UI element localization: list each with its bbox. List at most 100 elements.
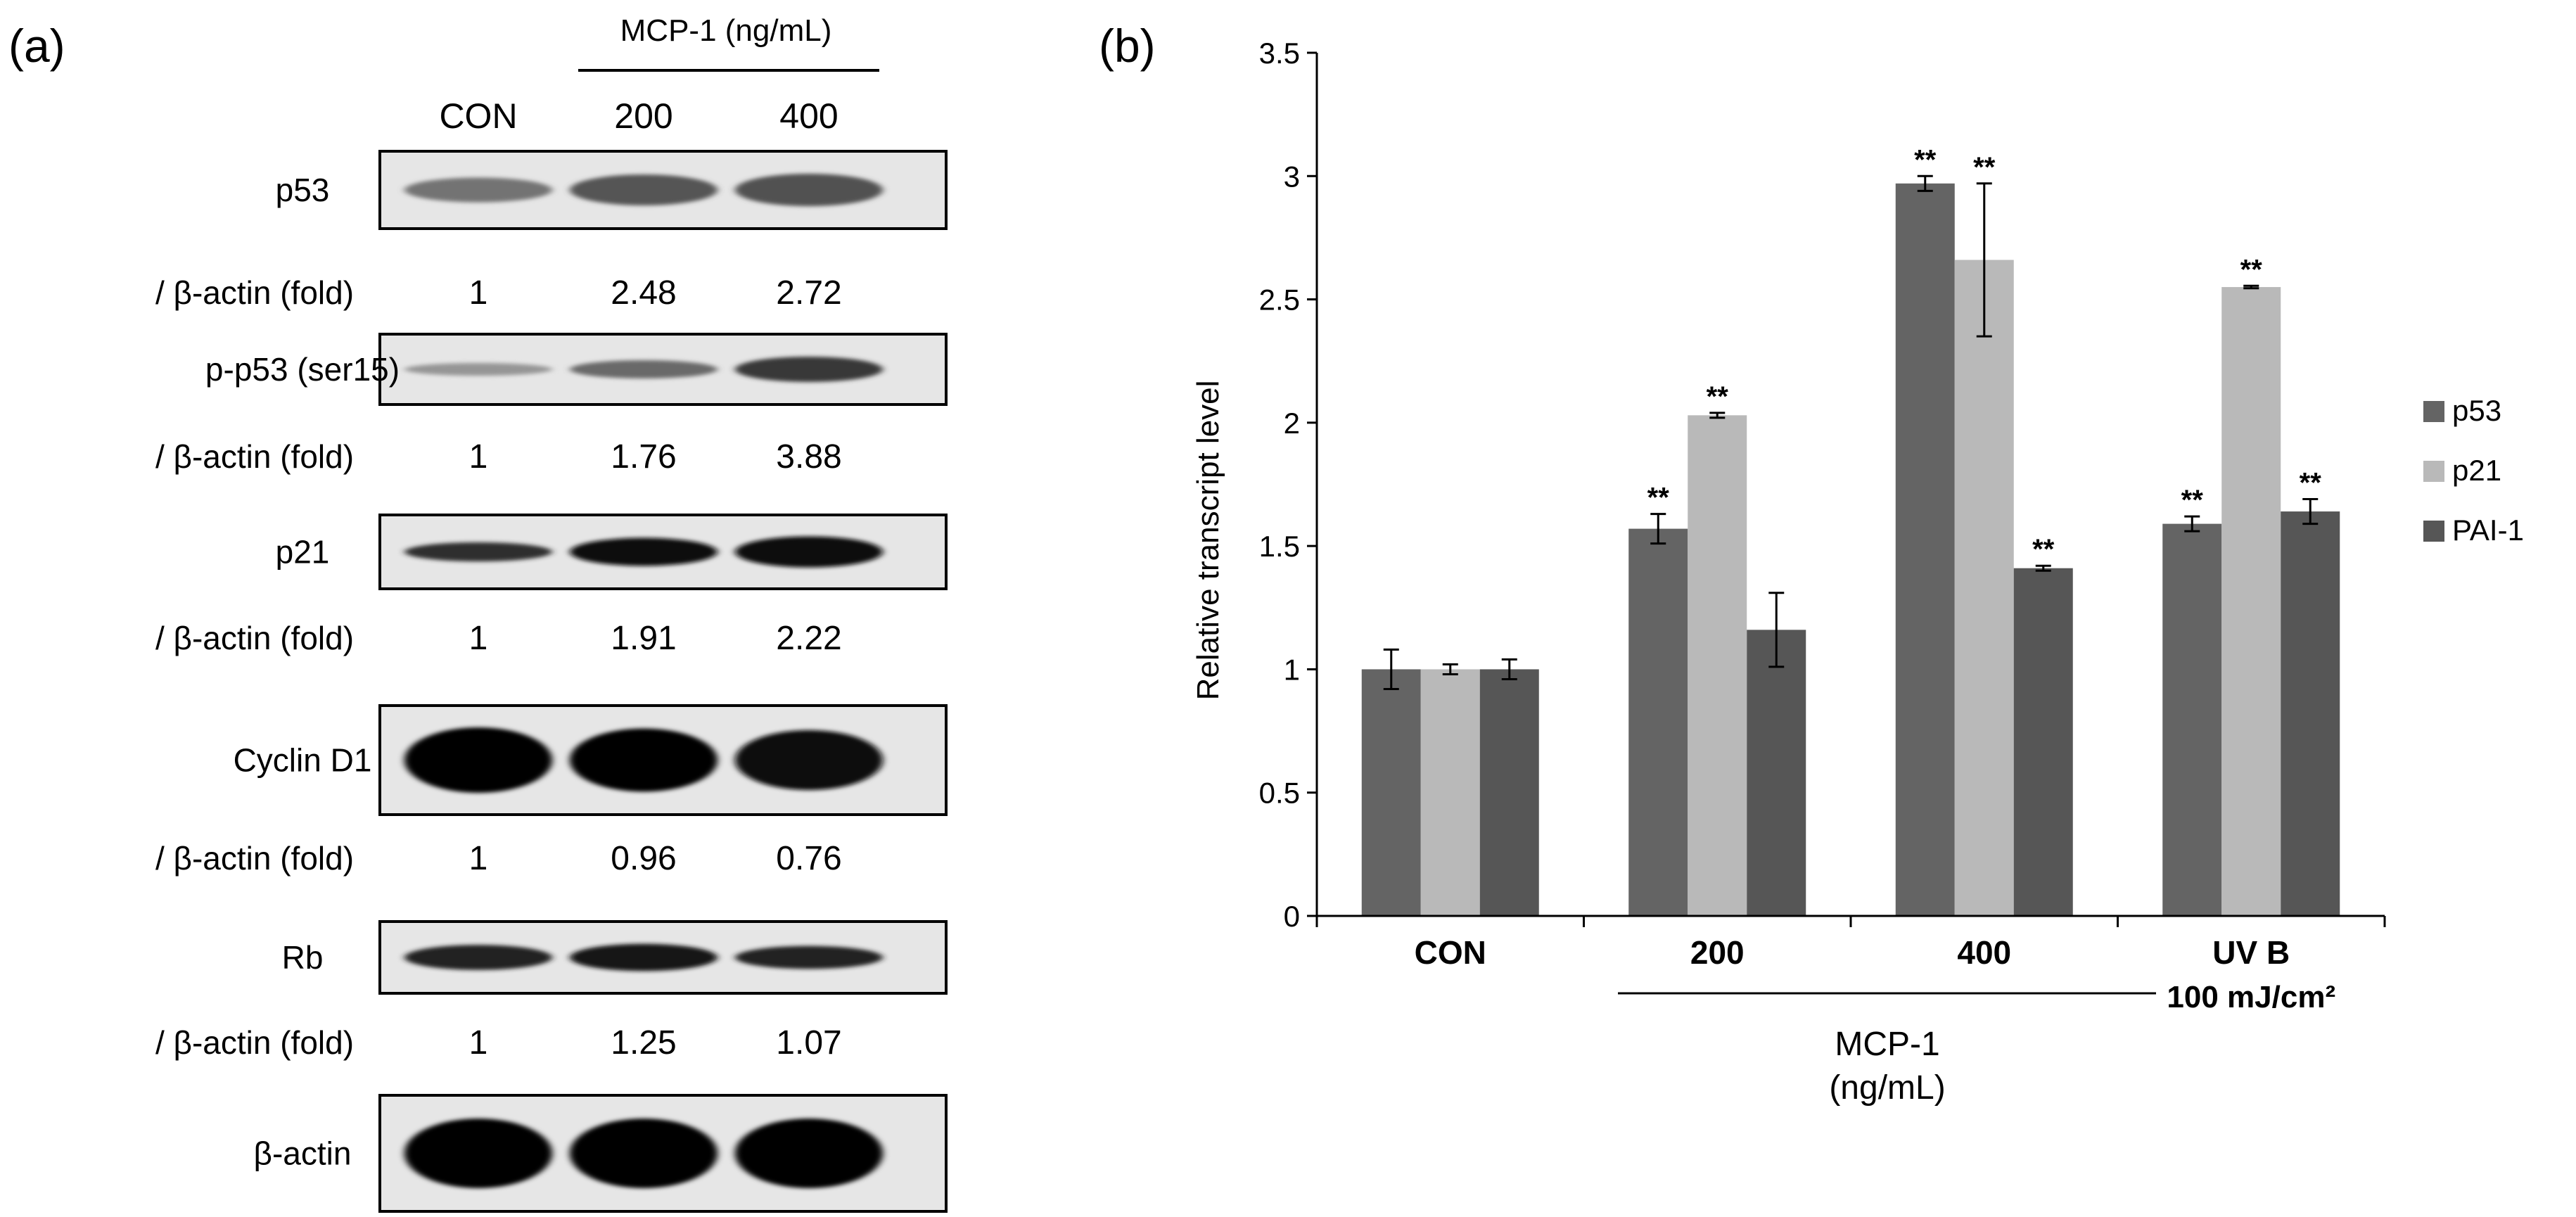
y-tick-label: 3 [1284, 160, 1300, 193]
bar [1361, 669, 1421, 916]
protein-band [404, 1119, 552, 1188]
significance-marker: ** [1647, 483, 1670, 514]
protein-label: p-p53 (ser15) [205, 351, 400, 388]
series-p53: ** ** ** [1361, 144, 2222, 916]
panel-a-label: (a) [8, 20, 65, 72]
protein-band [404, 542, 552, 562]
lane-label-con: CON [439, 96, 517, 136]
y-axis-ticks: 0 0.5 1 1.5 2 2.5 3 3.5 [1259, 37, 1317, 933]
legend: p53 p21 PAI-1 [2423, 394, 2524, 547]
fold-ratio-value: 1 [469, 620, 488, 657]
protein-band [570, 360, 718, 378]
blot-row: Rb / β-actin (fold) 1 1.25 1.07 [155, 920, 948, 1062]
protein-band [570, 943, 718, 971]
significance-marker: ** [2181, 485, 2204, 516]
fold-ratio-value: 1 [469, 840, 488, 877]
protein-band [404, 363, 552, 376]
legend-label: p53 [2452, 394, 2501, 427]
fold-ratio-label: / β-actin (fold) [155, 620, 354, 656]
category-label: UV B [2212, 934, 2290, 971]
bar [1628, 528, 1688, 916]
y-tick-label: 0.5 [1259, 777, 1300, 810]
series-p21: ** ** ** [1420, 152, 2281, 917]
protein-band [404, 177, 552, 203]
blot-row: p-p53 (ser15) / β-actin (fold) 1 1.76 3.88 [155, 333, 948, 476]
group-caption-line2: (ng/mL) [1829, 1069, 1945, 1107]
fold-ratio-value: 2.48 [611, 274, 676, 312]
category-label: 400 [1957, 934, 2011, 971]
panel-b-bar-chart: (b) Relative transcript level 0 0.5 1 1.5 2 2… [1099, 20, 2524, 1107]
protein-label: p53 [276, 172, 330, 208]
legend-swatch [2423, 521, 2444, 542]
bar [1420, 669, 1480, 916]
bar [1954, 260, 2014, 917]
fold-ratio-label: / β-actin (fold) [155, 274, 354, 311]
treatment-header: MCP-1 (ng/mL) [620, 13, 832, 48]
protein-band [404, 727, 552, 793]
series-pai-1: ** ** [1479, 468, 2340, 916]
significance-marker: ** [2300, 468, 2322, 499]
bar [2162, 523, 2222, 916]
protein-band [735, 945, 883, 969]
fold-ratio-value: 3.88 [776, 438, 841, 476]
y-tick-label: 3.5 [1259, 37, 1300, 70]
legend-swatch [2423, 461, 2444, 482]
fold-ratio-value: 1.25 [611, 1024, 676, 1062]
y-tick-label: 1.5 [1259, 530, 1300, 563]
x-axis: CON 200 400 UV B 100 mJ/cm² [1315, 53, 2386, 1014]
fold-ratio-value: 1 [469, 438, 488, 476]
protein-band [735, 173, 883, 207]
protein-band [570, 728, 718, 792]
bar [1747, 630, 1806, 916]
protein-band [570, 1119, 718, 1188]
category-sublabel: 100 mJ/cm² [2167, 980, 2335, 1014]
y-tick-label: 2 [1284, 407, 1300, 440]
lane-label-400: 400 [779, 96, 838, 136]
bar [2281, 511, 2340, 916]
bar [1895, 183, 1955, 916]
fold-ratio-value: 2.22 [776, 620, 841, 657]
panel-b-label: (b) [1099, 20, 1156, 72]
protein-band [570, 174, 718, 205]
blot-row: β-actin [254, 1094, 948, 1213]
significance-marker: ** [1973, 152, 1996, 183]
blot-rows: p53 / β-actin (fold) 1 2.48 2.72 p-p53 (ser15… [155, 150, 948, 1213]
bar [2221, 287, 2281, 916]
significance-marker: ** [1914, 144, 1937, 175]
significance-marker: ** [1707, 381, 1729, 412]
legend-label: p21 [2452, 454, 2501, 487]
fold-ratio-value: 2.72 [776, 274, 841, 312]
blot-row: p21 / β-actin (fold) 1 1.91 2.22 [155, 514, 948, 657]
significance-marker: ** [2032, 534, 2055, 565]
legend-item: PAI-1 [2423, 514, 2524, 547]
category-label: 200 [1690, 934, 1745, 971]
protein-label: β-actin [254, 1135, 352, 1172]
blot-row: Cyclin D1 / β-actin (fold) 1 0.96 0.76 [155, 704, 948, 877]
y-tick-label: 0 [1284, 900, 1300, 933]
legend-item: p21 [2423, 454, 2501, 487]
bar [2013, 568, 2073, 916]
fold-ratio-value: 0.76 [776, 840, 841, 877]
bar [1688, 415, 1747, 916]
fold-ratio-label: / β-actin (fold) [155, 438, 354, 475]
fold-ratio-value: 1.91 [611, 620, 676, 657]
protein-band [735, 729, 883, 791]
protein-band [570, 537, 718, 566]
fold-ratio-label: / β-actin (fold) [155, 840, 354, 877]
protein-band [735, 357, 883, 382]
y-tick-label: 1 [1284, 653, 1300, 686]
y-axis-label: Relative transcript level [1191, 381, 1225, 701]
fold-ratio-value: 1.07 [776, 1024, 841, 1062]
legend-item: p53 [2423, 394, 2501, 427]
category-label: CON [1415, 934, 1486, 971]
bar [1479, 669, 1539, 916]
legend-swatch [2423, 401, 2444, 422]
panel-a-western-blot: (a) MCP-1 (ng/mL) CON 200 400 p53 / β-act… [8, 13, 948, 1213]
fold-ratio-value: 0.96 [611, 840, 676, 877]
fold-ratio-label: / β-actin (fold) [155, 1024, 354, 1061]
significance-marker: ** [2240, 254, 2263, 285]
protein-label: p21 [276, 534, 330, 571]
blot-row: p53 / β-actin (fold) 1 2.48 2.72 [155, 150, 948, 312]
fold-ratio-value: 1 [469, 274, 488, 312]
